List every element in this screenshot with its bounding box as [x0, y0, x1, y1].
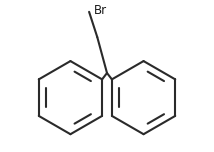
Text: Br: Br — [94, 4, 107, 17]
